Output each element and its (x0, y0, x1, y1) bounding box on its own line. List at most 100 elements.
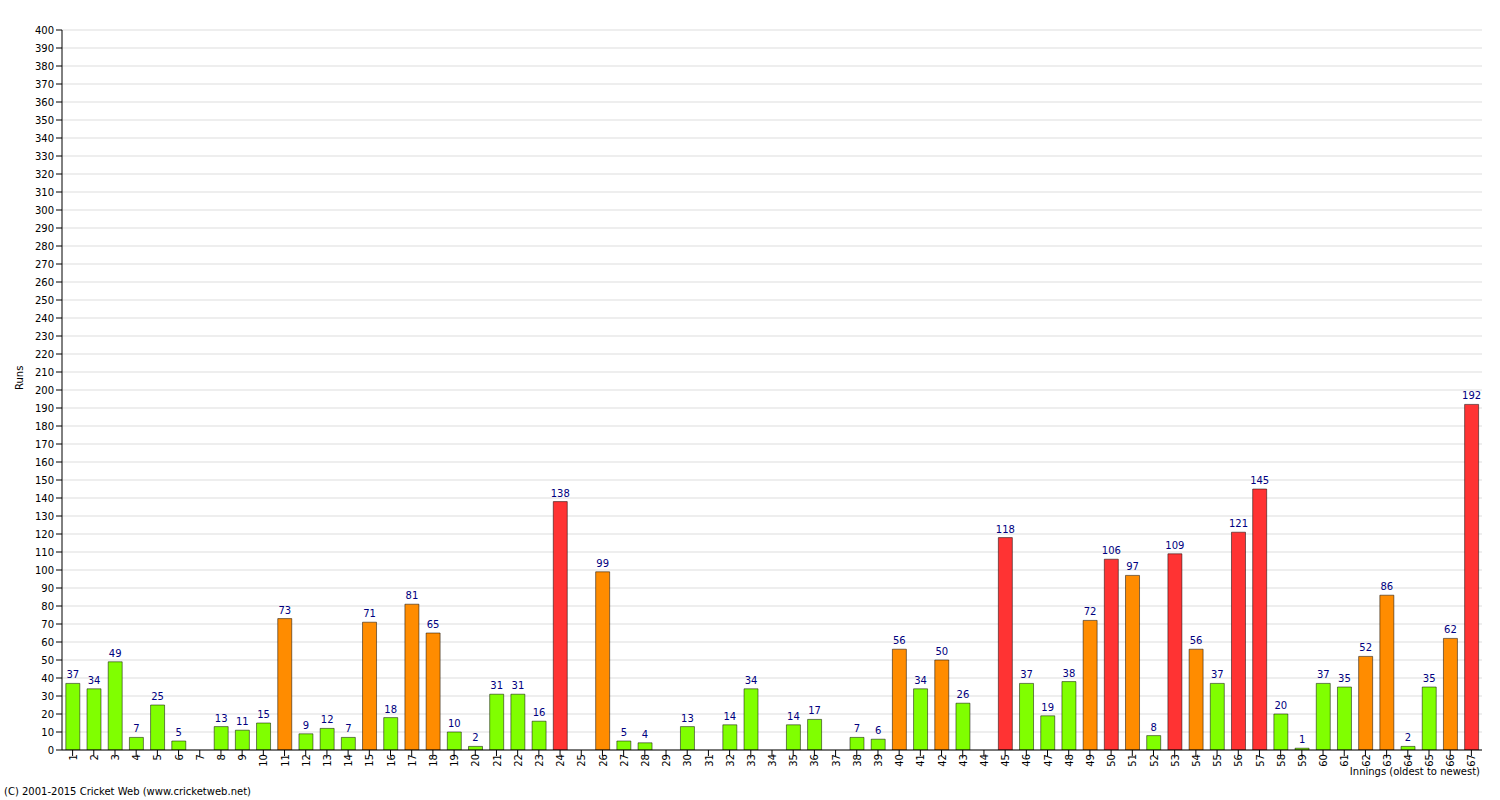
svg-text:66: 66 (1445, 754, 1456, 767)
svg-text:31: 31 (490, 680, 503, 691)
svg-text:0: 0 (48, 745, 54, 756)
svg-text:34: 34 (767, 754, 778, 767)
svg-text:32: 32 (725, 754, 736, 767)
svg-text:2: 2 (1405, 732, 1411, 743)
svg-text:11: 11 (280, 754, 291, 767)
svg-text:48: 48 (1064, 754, 1075, 767)
svg-text:38: 38 (852, 754, 863, 767)
svg-text:280: 280 (35, 241, 54, 252)
svg-text:42: 42 (937, 754, 948, 767)
svg-text:106: 106 (1102, 545, 1121, 556)
svg-text:12: 12 (301, 754, 312, 767)
svg-text:10: 10 (448, 718, 461, 729)
svg-text:100: 100 (35, 565, 54, 576)
svg-text:60: 60 (1318, 754, 1329, 767)
svg-text:192: 192 (1462, 390, 1481, 401)
svg-text:31: 31 (512, 680, 525, 691)
svg-text:58: 58 (1276, 754, 1287, 767)
svg-text:29: 29 (661, 754, 672, 767)
svg-text:130: 130 (35, 511, 54, 522)
svg-text:17: 17 (808, 705, 821, 716)
svg-text:380: 380 (35, 61, 54, 72)
svg-text:118: 118 (996, 524, 1015, 535)
svg-text:26: 26 (598, 754, 609, 767)
svg-text:37: 37 (66, 669, 79, 680)
svg-text:65: 65 (427, 619, 440, 630)
svg-text:34: 34 (914, 675, 927, 686)
svg-text:45: 45 (1000, 754, 1011, 767)
svg-text:350: 350 (35, 115, 54, 126)
svg-text:16: 16 (386, 754, 397, 767)
svg-text:19: 19 (449, 754, 460, 767)
svg-text:109: 109 (1165, 540, 1184, 551)
svg-text:16: 16 (533, 707, 546, 718)
svg-text:28: 28 (640, 754, 651, 767)
svg-text:190: 190 (35, 403, 54, 414)
svg-text:53: 53 (1170, 754, 1181, 767)
svg-text:121: 121 (1229, 518, 1248, 529)
svg-text:37: 37 (1317, 669, 1330, 680)
svg-text:55: 55 (1212, 754, 1223, 767)
svg-text:67: 67 (1467, 754, 1478, 767)
svg-text:31: 31 (704, 754, 715, 767)
svg-text:2: 2 (89, 754, 100, 760)
svg-text:59: 59 (1297, 754, 1308, 767)
svg-text:150: 150 (35, 475, 54, 486)
svg-text:290: 290 (35, 223, 54, 234)
svg-text:43: 43 (958, 754, 969, 767)
svg-text:230: 230 (35, 331, 54, 342)
svg-text:80: 80 (41, 601, 54, 612)
svg-text:56: 56 (1233, 754, 1244, 767)
svg-text:60: 60 (41, 637, 54, 648)
svg-text:30: 30 (682, 754, 693, 767)
svg-text:8: 8 (216, 754, 227, 760)
svg-text:37: 37 (1211, 669, 1224, 680)
svg-text:61: 61 (1339, 754, 1350, 767)
svg-text:9: 9 (237, 754, 248, 760)
svg-text:300: 300 (35, 205, 54, 216)
svg-text:7: 7 (345, 723, 351, 734)
svg-text:20: 20 (1275, 700, 1288, 711)
svg-text:50: 50 (935, 646, 948, 657)
svg-text:320: 320 (35, 169, 54, 180)
svg-text:145: 145 (1250, 475, 1269, 486)
svg-text:4: 4 (131, 754, 142, 760)
svg-text:34: 34 (745, 675, 758, 686)
svg-text:240: 240 (35, 313, 54, 324)
svg-text:180: 180 (35, 421, 54, 432)
svg-text:110: 110 (35, 547, 54, 558)
svg-text:56: 56 (1190, 635, 1203, 646)
svg-text:86: 86 (1380, 581, 1393, 592)
svg-text:37: 37 (1020, 669, 1033, 680)
svg-text:2: 2 (472, 732, 478, 743)
svg-text:138: 138 (551, 488, 570, 499)
svg-text:21: 21 (492, 754, 503, 767)
svg-text:49: 49 (109, 648, 122, 659)
svg-text:120: 120 (35, 529, 54, 540)
svg-text:40: 40 (41, 673, 54, 684)
svg-text:5: 5 (176, 727, 182, 738)
svg-text:310: 310 (35, 187, 54, 198)
svg-text:51: 51 (1127, 754, 1138, 767)
svg-text:33: 33 (746, 754, 757, 767)
svg-text:6: 6 (875, 725, 881, 736)
svg-text:57: 57 (1255, 754, 1266, 767)
svg-text:12: 12 (321, 714, 334, 725)
svg-text:3: 3 (110, 754, 121, 760)
svg-text:52: 52 (1149, 754, 1160, 767)
svg-text:37: 37 (831, 754, 842, 767)
svg-text:72: 72 (1084, 606, 1097, 617)
svg-text:160: 160 (35, 457, 54, 468)
svg-text:18: 18 (428, 754, 439, 767)
svg-text:97: 97 (1126, 561, 1139, 572)
svg-text:35: 35 (1338, 673, 1351, 684)
svg-text:10: 10 (258, 754, 269, 767)
svg-text:210: 210 (35, 367, 54, 378)
svg-text:17: 17 (407, 754, 418, 767)
svg-text:25: 25 (151, 691, 164, 702)
svg-text:7: 7 (195, 754, 206, 760)
svg-text:18: 18 (384, 704, 397, 715)
svg-text:15: 15 (364, 754, 375, 767)
svg-text:52: 52 (1359, 642, 1372, 653)
svg-text:73: 73 (278, 605, 291, 616)
